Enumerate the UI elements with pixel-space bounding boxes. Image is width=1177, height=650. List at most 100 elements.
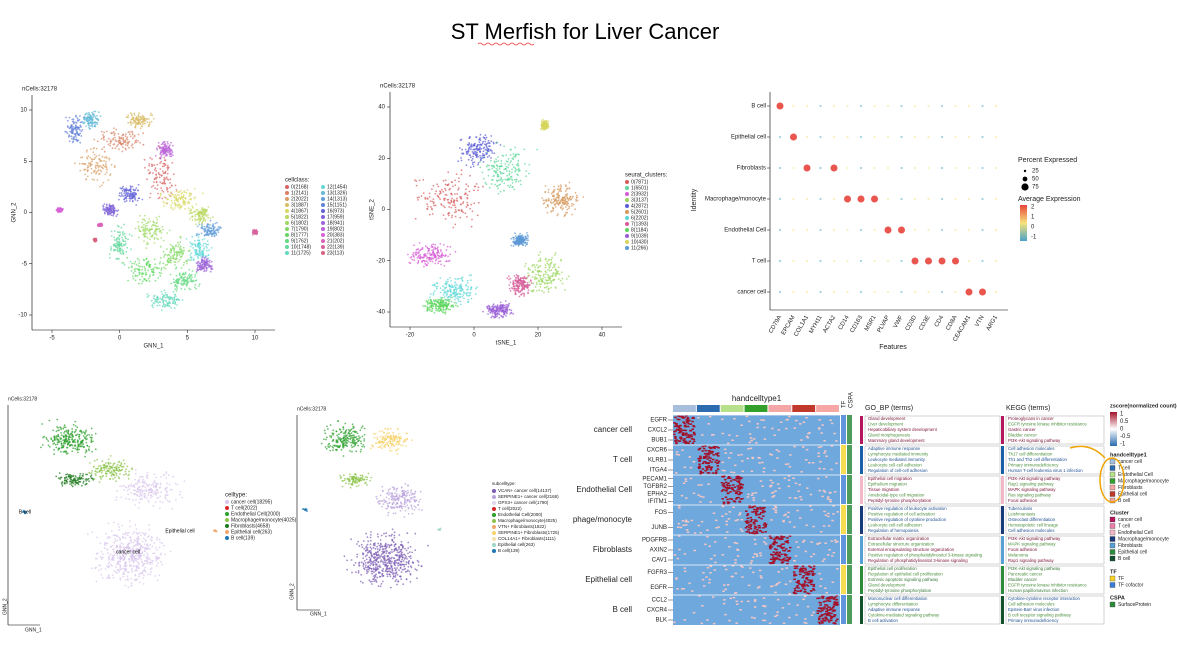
cell-point	[461, 152, 463, 155]
cell-point	[170, 195, 173, 198]
cell-point	[460, 159, 463, 162]
cell-point	[415, 180, 418, 183]
cell-point	[189, 192, 191, 195]
cell-point	[113, 236, 116, 239]
cell-point	[174, 204, 177, 207]
cell-point	[469, 288, 472, 291]
cell-point	[568, 187, 571, 190]
cell-point	[134, 122, 137, 125]
cell-point	[482, 185, 484, 188]
cell-point	[93, 153, 96, 156]
cell-point	[541, 280, 544, 283]
cell-point	[176, 194, 179, 197]
cell-point	[445, 249, 448, 251]
cell-point	[138, 282, 140, 285]
cell-point	[117, 236, 119, 239]
cell-point	[163, 294, 166, 297]
cell-point	[426, 310, 428, 312]
cell-point	[474, 150, 476, 153]
cell-point	[109, 144, 111, 147]
cell-point	[102, 181, 105, 184]
cell-point	[174, 295, 177, 298]
cell-point	[556, 214, 559, 217]
cell-point	[204, 256, 207, 259]
cell-point	[73, 137, 75, 140]
cell-point	[75, 115, 77, 118]
cell-point	[158, 262, 161, 265]
cell-point	[169, 186, 172, 189]
cell-point	[497, 156, 499, 158]
cell-point	[526, 243, 528, 246]
cell-point	[564, 214, 567, 216]
cell-point	[161, 309, 163, 312]
y-tick-label: -40	[376, 310, 385, 316]
cell-point	[426, 264, 429, 266]
cell-point	[211, 265, 213, 267]
cell-point	[431, 188, 433, 191]
cell-point	[554, 286, 557, 289]
cell-point	[472, 152, 475, 155]
cell-point	[492, 141, 495, 144]
cell-point	[550, 258, 553, 261]
cell-point	[478, 141, 481, 144]
cell-point	[119, 231, 122, 234]
cell-point	[129, 195, 132, 198]
cell-point	[138, 273, 141, 276]
cell-point	[432, 198, 435, 201]
y-tick-label: -5	[22, 261, 28, 267]
dot	[940, 135, 944, 139]
cell-point	[193, 243, 196, 246]
cell-point	[115, 239, 118, 242]
cell-point	[106, 168, 108, 171]
cell-point	[525, 175, 527, 178]
cell-point	[508, 174, 511, 176]
cell-point	[456, 305, 459, 308]
cell-point	[482, 156, 485, 159]
dot	[994, 104, 998, 108]
cell-point	[487, 174, 490, 177]
cell-point	[144, 219, 147, 222]
legend-swatch	[285, 233, 289, 237]
cell-point	[423, 305, 426, 307]
umap-points	[21, 418, 218, 589]
cell-point	[418, 242, 421, 244]
cell-point	[130, 234, 133, 237]
cell-point	[514, 277, 517, 279]
cell-point	[520, 183, 522, 186]
cell-point	[141, 271, 144, 274]
cell-point	[505, 308, 507, 311]
cell-point	[157, 302, 160, 304]
cell-point	[505, 311, 508, 314]
cell-point	[413, 244, 415, 247]
cell-point	[459, 293, 462, 295]
cell-point	[68, 116, 71, 119]
cell-point	[125, 250, 128, 253]
cell-point	[98, 222, 101, 225]
cell-point	[471, 210, 474, 213]
cell-point	[440, 308, 442, 311]
cell-point	[475, 156, 478, 159]
cell-point	[87, 113, 89, 116]
cell-point	[76, 117, 79, 120]
cell-point	[101, 155, 104, 158]
cell-point	[182, 196, 184, 199]
cell-point	[170, 257, 173, 259]
cell-point	[443, 197, 445, 200]
cell-point	[427, 299, 430, 301]
cell-point	[170, 199, 173, 202]
cell-point	[121, 248, 123, 251]
cell-point	[127, 266, 130, 269]
cell-point	[545, 271, 548, 274]
cell-point	[439, 192, 442, 195]
cell-point	[495, 172, 498, 174]
cell-point	[436, 254, 439, 257]
cell-point	[182, 249, 185, 252]
cell-point	[191, 270, 194, 272]
cell-point	[544, 120, 546, 123]
cell-point	[157, 228, 160, 231]
legend-swatch	[625, 210, 629, 214]
cell-point	[160, 256, 162, 259]
cell-point	[154, 279, 157, 282]
cell-point	[151, 236, 154, 238]
x-tick-label: 5	[186, 336, 190, 342]
